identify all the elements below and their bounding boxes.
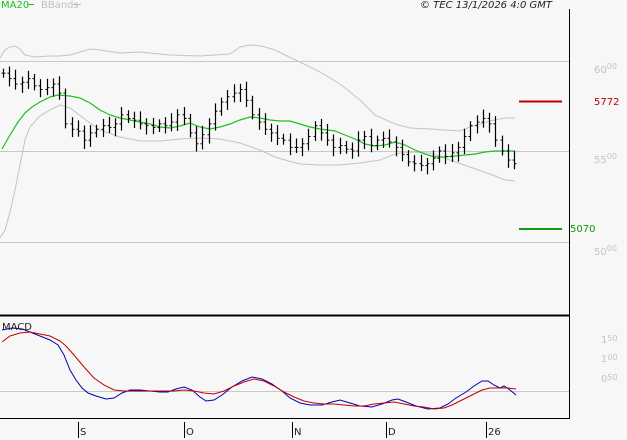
legend-ma20: MA20 bbox=[1, 0, 30, 11]
chart-frame bbox=[0, 9, 570, 419]
macd-tick-0-50: 050 bbox=[601, 373, 618, 385]
x-tick-2026: 26 bbox=[488, 427, 501, 438]
macd-title: MACD bbox=[2, 322, 32, 333]
price-bars bbox=[1, 66, 517, 175]
x-tick-oct: O bbox=[186, 427, 194, 438]
x-tick-dec: D bbox=[388, 427, 396, 438]
ma20-line bbox=[1, 94, 515, 158]
y-tick-6000: 6000 bbox=[594, 62, 617, 76]
macd-tick-1-50: 150 bbox=[601, 334, 618, 346]
bollinger-bands bbox=[0, 44, 516, 239]
x-tick-sep: S bbox=[80, 427, 87, 438]
macd-line bbox=[1, 327, 517, 410]
resistance-level-label: 5772 bbox=[594, 97, 620, 108]
support-level-label: 5070 bbox=[570, 224, 596, 235]
y-tick-5500: 5500 bbox=[594, 152, 617, 166]
copyright-timestamp: © TEC 13/1/2026 4:0 GMT bbox=[420, 0, 552, 11]
price-gridlines bbox=[0, 61, 569, 243]
y-tick-5000: 5000 bbox=[594, 244, 617, 258]
x-axis-ticks bbox=[78, 422, 487, 438]
macd-signal-line bbox=[1, 331, 517, 410]
macd-tick-1-00: 100 bbox=[601, 353, 618, 365]
legend-bbands: BBands bbox=[41, 0, 79, 11]
x-tick-nov: N bbox=[294, 427, 302, 438]
